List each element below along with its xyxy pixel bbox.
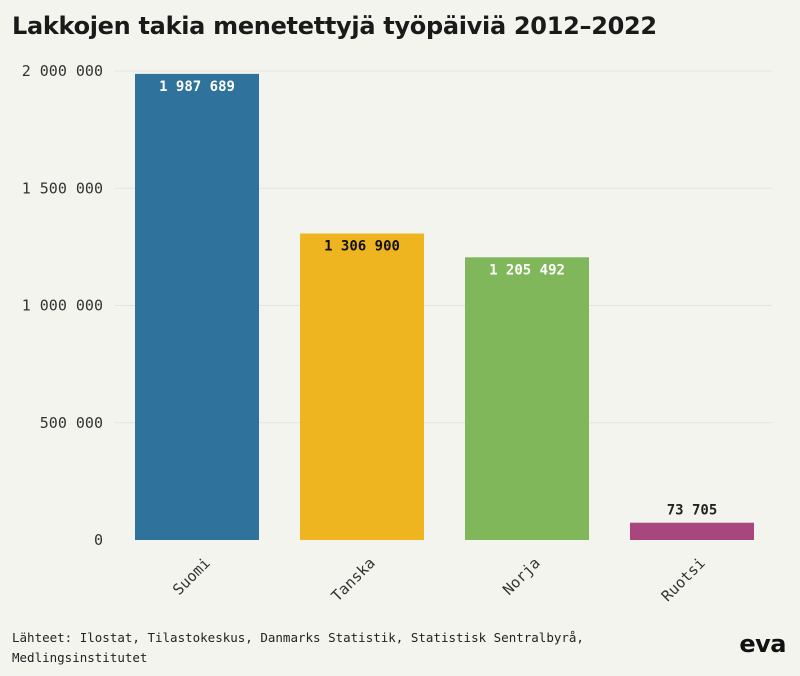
eva-logo: eva — [739, 630, 786, 658]
data-label-ruotsi: 73 705 — [667, 503, 718, 519]
bar-norja — [465, 257, 589, 540]
data-label-tanska: 1 306 900 — [324, 239, 400, 255]
x-tick-label-tanska: Tanska — [328, 554, 379, 605]
x-tick-label-ruotsi: Ruotsi — [658, 554, 709, 605]
y-tick-label: 2 000 000 — [22, 62, 103, 80]
data-label-suomi: 1 987 689 — [159, 79, 235, 95]
y-tick-label: 1 500 000 — [22, 179, 103, 197]
y-tick-label: 0 — [94, 531, 103, 549]
bar-tanska — [300, 233, 424, 540]
chart-title: Lakkojen takia menetettyjä työpäiviä 201… — [12, 12, 657, 40]
y-axis: 0 500 000 1 000 000 1 500 000 2 000 000 — [22, 62, 103, 549]
bar-ruotsi — [630, 522, 754, 540]
bars: 1 987 689 1 306 900 1 205 492 73 705 — [135, 73, 754, 540]
source-note: Lähteet: Ilostat, Tilastokeskus, Danmark… — [12, 630, 584, 665]
y-tick-label: 1 000 000 — [22, 297, 103, 315]
x-axis: Suomi Tanska Norja Ruotsi — [169, 554, 709, 605]
bar-chart: 0 500 000 1 000 000 1 500 000 2 000 000 1 98… — [22, 62, 772, 605]
y-tick-label: 500 000 — [40, 414, 103, 432]
data-label-norja: 1 205 492 — [489, 262, 565, 278]
x-tick-label-norja: Norja — [499, 554, 544, 599]
x-tick-label-suomi: Suomi — [169, 554, 214, 599]
bar-suomi — [135, 73, 259, 540]
